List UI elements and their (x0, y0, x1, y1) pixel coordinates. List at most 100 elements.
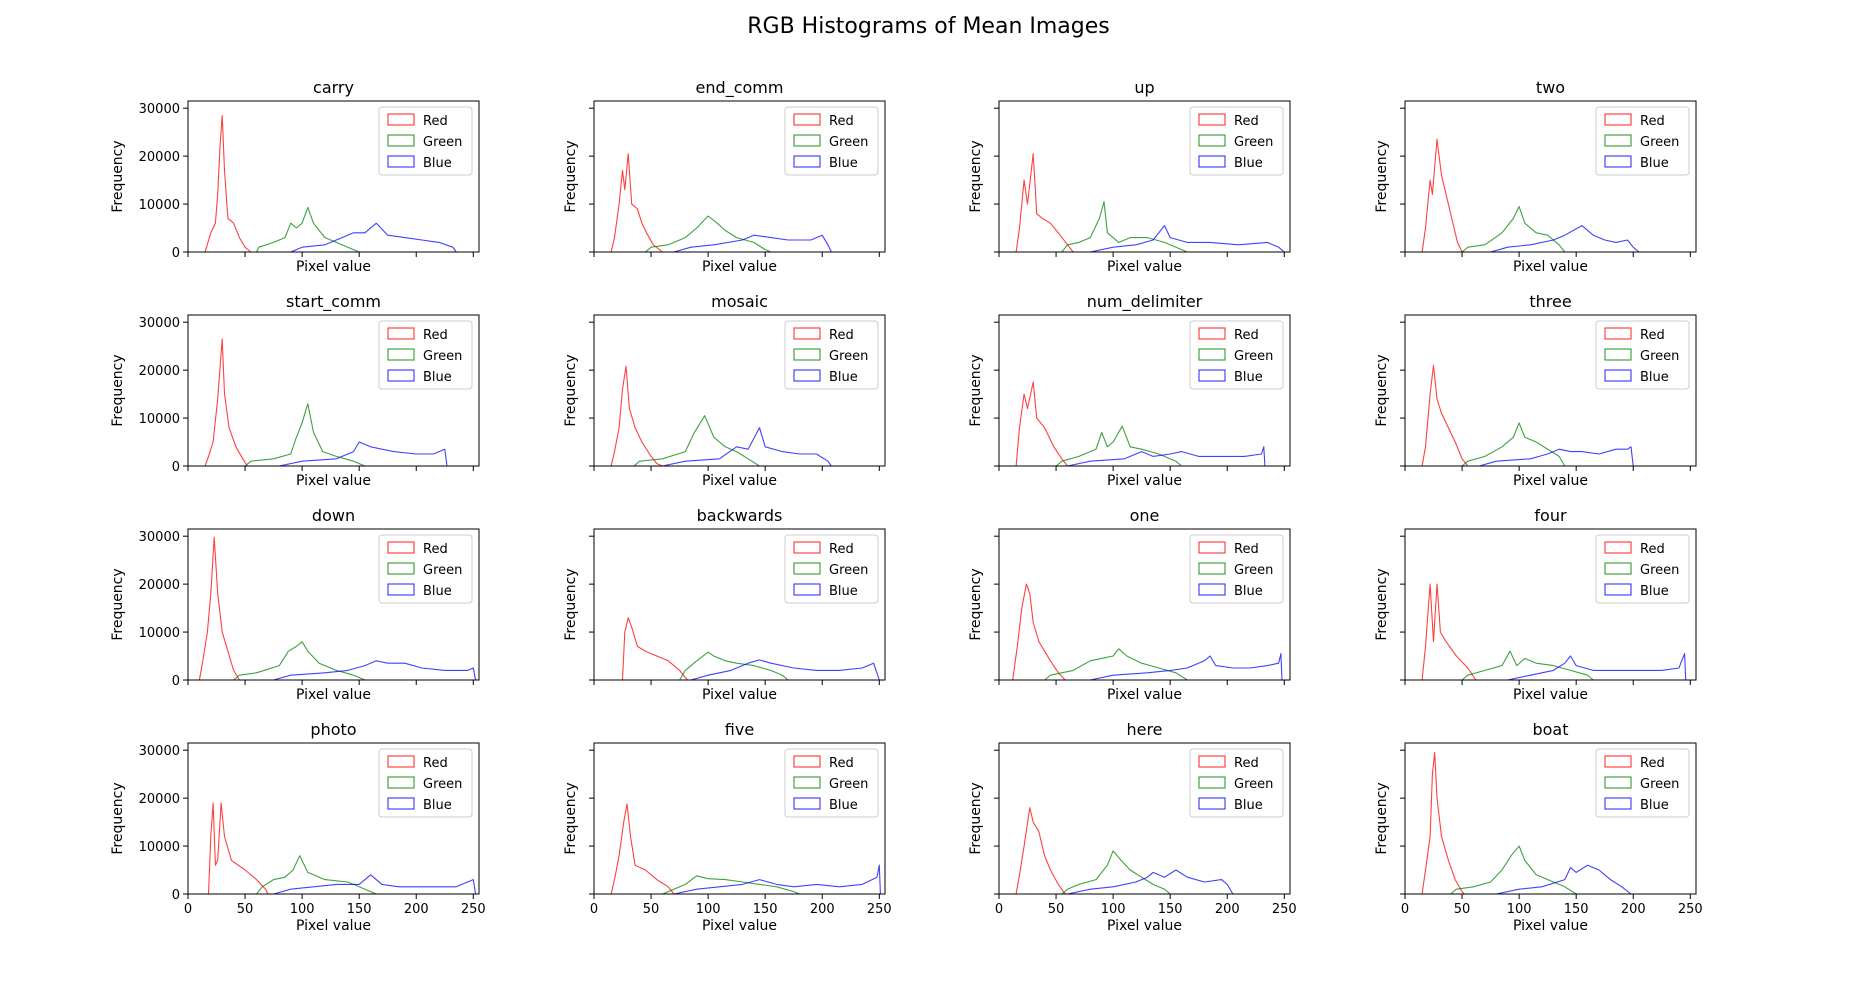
legend-label-red: Red (1640, 328, 1665, 343)
legend-label-green: Green (1234, 349, 1273, 364)
legend-swatch-red (793, 755, 821, 768)
y-tick-label: 30000 (139, 102, 180, 117)
subplot-title: backwards (697, 506, 783, 525)
legend-swatch-blue (1604, 797, 1632, 810)
subplot-title: boat (1532, 720, 1568, 739)
legend: Red Green Blue (1189, 106, 1284, 176)
series-line-red (610, 365, 663, 467)
y-tick-label: 20000 (139, 364, 180, 379)
legend-box (1189, 320, 1284, 390)
legend-label-green: Green (829, 563, 868, 578)
legend-swatch-green (387, 562, 415, 575)
legend-swatch-red (1198, 755, 1226, 768)
subplot-title: start_comm (286, 292, 381, 312)
legend-box (784, 320, 879, 390)
x-tick-label: 0 (995, 902, 1003, 917)
legend-label-blue: Blue (1640, 584, 1669, 599)
legend-label-red: Red (1640, 542, 1665, 557)
axes-frame (1404, 100, 1697, 253)
legend: Red Green Blue (784, 748, 879, 818)
legend-label-red: Red (829, 114, 854, 129)
legend-swatch-blue (793, 155, 821, 168)
series-line-green (679, 651, 789, 681)
series-line-blue (1496, 864, 1632, 895)
legend-label-red: Red (1234, 328, 1259, 343)
legend-label-green: Green (1234, 135, 1273, 150)
series-line-red (204, 114, 252, 253)
legend-label-green: Green (1234, 563, 1273, 578)
series-line-green (645, 215, 772, 253)
legend-label-green: Green (423, 563, 462, 578)
x-tick-label: 200 (1215, 902, 1240, 917)
series-line-green (1061, 201, 1188, 253)
legend-swatch-blue (387, 583, 415, 596)
subplot-one: one Pixel value Frequency Red Green Blue (968, 506, 1291, 703)
y-axis-label: Frequency (110, 354, 126, 426)
y-axis-label: Frequency (968, 568, 984, 640)
legend-swatch-blue (793, 583, 821, 596)
y-axis-label: Frequency (968, 140, 984, 212)
axes-frame (998, 742, 1291, 895)
legend-swatch-red (387, 541, 415, 554)
subplot-title: five (725, 720, 754, 739)
legend-swatch-red (1604, 541, 1632, 554)
legend-label-blue: Blue (829, 584, 858, 599)
axes-frame (1404, 742, 1697, 895)
legend-label-green: Green (1640, 135, 1679, 150)
legend-label-green: Green (829, 777, 868, 792)
legend-box (1595, 106, 1690, 176)
x-tick-label: 150 (753, 902, 778, 917)
legend-swatch-green (1604, 134, 1632, 147)
legend-label-red: Red (829, 542, 854, 557)
legend-swatch-green (1604, 348, 1632, 361)
x-axis-label: Pixel value (296, 918, 371, 934)
series-line-red (1421, 752, 1465, 895)
series-line-red (1015, 807, 1066, 895)
series-line-blue (1490, 225, 1640, 253)
legend-swatch-green (793, 134, 821, 147)
x-axis-label: Pixel value (296, 687, 371, 703)
legend-label-blue: Blue (1234, 156, 1263, 171)
y-axis-label: Frequency (110, 140, 126, 212)
legend: Red Green Blue (378, 534, 473, 604)
series-line-red (204, 338, 248, 467)
x-tick-label: 250 (461, 902, 486, 917)
axes-frame (998, 314, 1291, 467)
x-tick-label: 200 (404, 902, 429, 917)
x-tick-label: 100 (696, 902, 721, 917)
legend-label-red: Red (1234, 114, 1259, 129)
legend-label-blue: Blue (1234, 798, 1263, 813)
subplot-photo: photo 0 50 100 150 200 250 0 10000 20000 30000 Pixe… (110, 720, 486, 934)
legend-swatch-green (1198, 562, 1226, 575)
legend-label-red: Red (1234, 756, 1259, 771)
subplot-here: here 0 50 100 150 200 250 Pixel value Frequency R… (968, 720, 1297, 934)
x-axis-label: Pixel value (702, 473, 777, 489)
legend-label-blue: Blue (829, 156, 858, 171)
series-line-blue (1067, 446, 1266, 467)
axes-frame (1404, 528, 1697, 681)
legend: Red Green Blue (1595, 320, 1690, 390)
legend-swatch-blue (387, 369, 415, 382)
subplot-title: four (1534, 506, 1567, 525)
legend-label-red: Red (423, 756, 448, 771)
x-tick-label: 100 (1507, 902, 1532, 917)
y-axis-label: Frequency (968, 354, 984, 426)
x-tick-label: 50 (237, 902, 254, 917)
x-tick-label: 100 (1101, 902, 1126, 917)
legend-swatch-red (793, 541, 821, 554)
subplot-title: three (1529, 292, 1571, 311)
y-axis-label: Frequency (1374, 140, 1390, 212)
legend-box (1189, 748, 1284, 818)
series-line-red (207, 802, 269, 895)
legend-label-green: Green (423, 777, 462, 792)
legend: Red Green Blue (1595, 748, 1690, 818)
series-line-green (1044, 648, 1188, 681)
legend-swatch-red (793, 327, 821, 340)
legend-box (378, 534, 473, 604)
legend-label-blue: Blue (423, 584, 452, 599)
x-axis-label: Pixel value (1107, 259, 1182, 275)
subplot-end-comm: end_comm Pixel value Frequency Red Green Blue (563, 78, 886, 275)
series-line-green (256, 206, 360, 253)
y-tick-label: 0 (172, 888, 180, 903)
y-tick-label: 30000 (139, 316, 180, 331)
